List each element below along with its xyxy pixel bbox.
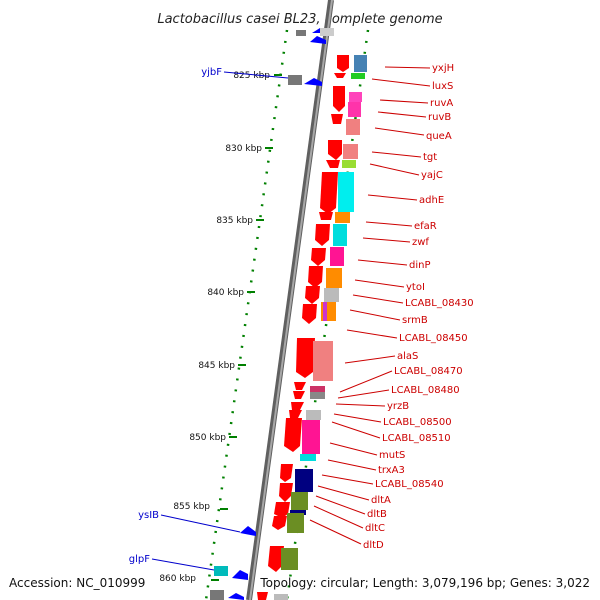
tick-label: 845 kbp xyxy=(198,361,235,371)
kbp-ticks xyxy=(211,74,282,581)
gene-label: LCABL_08500 xyxy=(383,417,452,428)
gene-label: LCABL_08470 xyxy=(394,366,463,377)
gene-label: yjbF xyxy=(201,67,222,78)
gene-label: alaS xyxy=(397,351,418,362)
gene-label: glpF xyxy=(129,554,150,565)
gene-label: ysIB xyxy=(138,510,159,521)
reverse-genes xyxy=(228,28,326,600)
gene-feature-boxes xyxy=(210,28,367,600)
gene-label: ruvA xyxy=(430,98,453,109)
gene-label: yajC xyxy=(421,170,443,181)
right-gene-labels: yxjH luxS ruvA ruvB queA tgt yajC adhE e… xyxy=(363,63,474,551)
gene-label: yxjH xyxy=(432,63,454,74)
tick-label: 850 kbp xyxy=(189,433,226,443)
accession-text: Accession: NC_010999 xyxy=(9,576,145,590)
gene-label: LCABL_08480 xyxy=(391,385,460,396)
gene-label: ruvB xyxy=(428,112,451,123)
gene-label: LCABL_08430 xyxy=(405,298,474,309)
outer-tick-track xyxy=(204,29,289,600)
tick-label: 830 kbp xyxy=(225,144,262,154)
gene-label: LCABL_08450 xyxy=(399,333,468,344)
tick-label: 835 kbp xyxy=(216,216,253,226)
gene-label: trxA3 xyxy=(378,465,405,476)
gene-label: zwf xyxy=(412,237,429,248)
gene-label: tgt xyxy=(423,152,437,163)
left-gene-labels: yjbF ysIB glpF xyxy=(129,67,289,571)
right-label-leaders xyxy=(309,66,431,545)
forward-genes xyxy=(257,55,349,600)
gene-label: LCABL_08510 xyxy=(382,433,451,444)
map-title: Lactobacillus casei BL23, complete genom… xyxy=(157,12,442,27)
tick-label: 840 kbp xyxy=(207,288,244,298)
gene-label: dinP xyxy=(409,260,431,271)
gene-label: luxS xyxy=(432,81,453,92)
gene-label: srmB xyxy=(402,315,428,326)
topology-text: Topology: circular; Length: 3,079,196 bp… xyxy=(259,576,590,590)
gene-label: dltA xyxy=(371,495,391,506)
tick-label: 860 kbp xyxy=(159,574,196,584)
gene-label: ytoI xyxy=(406,282,425,293)
tick-label: 855 kbp xyxy=(173,502,210,512)
gene-label: queA xyxy=(426,131,452,142)
gene-label: mutS xyxy=(379,450,405,461)
gene-label: efaR xyxy=(414,221,437,232)
gene-label: dltD xyxy=(363,540,384,551)
gene-label: dltC xyxy=(365,523,385,534)
gene-label: LCABL_08540 xyxy=(375,479,444,490)
gene-label: dltB xyxy=(367,509,387,520)
gene-label: adhE xyxy=(419,195,444,206)
tick-label: 825 kbp xyxy=(233,71,270,81)
gene-label: yrzB xyxy=(387,401,409,412)
